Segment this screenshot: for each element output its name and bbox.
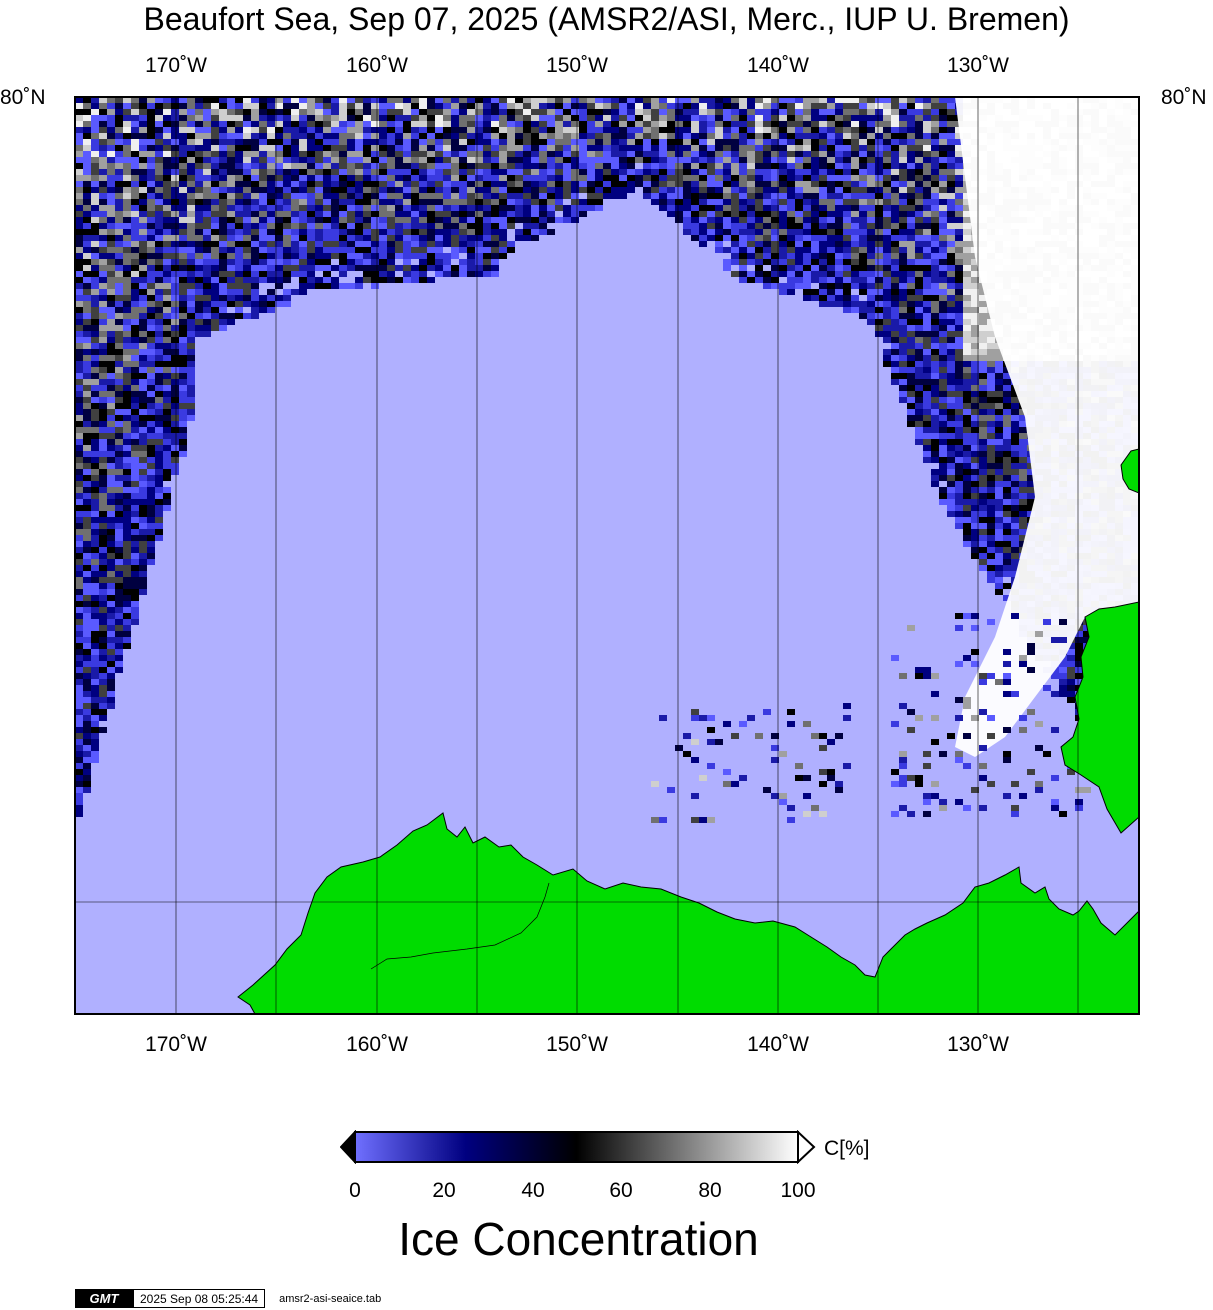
footer-timestamp: 2025 Sep 08 05:25:44 bbox=[133, 1289, 266, 1308]
lat-label-left-80n: 80˚N bbox=[0, 86, 46, 109]
banks-island-land bbox=[1060, 601, 1139, 834]
lon-label-bottom-160w: 160˚W bbox=[346, 1033, 408, 1056]
footer: GMT 2025 Sep 08 05:25:44 amsr2-asi-seaic… bbox=[75, 1288, 381, 1309]
colorbar-tick-100: 100 bbox=[780, 1179, 816, 1202]
lon-label-top-170w: 170˚W bbox=[145, 54, 207, 77]
sea-ice-map bbox=[75, 97, 1139, 1014]
colorbar-tick-80: 80 bbox=[698, 1179, 722, 1202]
lon-label-top-150w: 150˚W bbox=[546, 54, 608, 77]
lon-label-top-130w: 130˚W bbox=[947, 54, 1009, 77]
lon-label-bottom-130w: 130˚W bbox=[947, 1033, 1009, 1056]
graticule bbox=[75, 97, 1139, 1014]
lon-label-bottom-150w: 150˚W bbox=[546, 1033, 608, 1056]
lat-label-right-80n: 80˚N bbox=[1161, 86, 1207, 109]
colorbar-tick-60: 60 bbox=[609, 1179, 633, 1202]
land-layer bbox=[237, 448, 1139, 1014]
gmt-logo: GMT bbox=[75, 1289, 133, 1308]
lon-label-top-140w: 140˚W bbox=[747, 54, 809, 77]
colorbar-unit: C[%] bbox=[824, 1137, 870, 1160]
colorbar-gradient bbox=[354, 1131, 799, 1163]
north-island-land bbox=[1120, 448, 1139, 494]
border-line bbox=[370, 882, 550, 970]
footer-filename: amsr2-asi-seaice.tab bbox=[279, 1292, 382, 1305]
lon-label-top-160w: 160˚W bbox=[346, 54, 408, 77]
colorbar-high-triangle bbox=[797, 1130, 816, 1164]
map-title: Beaufort Sea, Sep 07, 2025 (AMSR2/ASI, M… bbox=[143, 1, 1070, 37]
colorbar-tick-0: 0 bbox=[349, 1179, 361, 1202]
alaska-land bbox=[237, 812, 1139, 1014]
lon-label-bottom-140w: 140˚W bbox=[747, 1033, 809, 1056]
colorbar-tick-20: 20 bbox=[432, 1179, 456, 1202]
ice-concentration-field bbox=[75, 97, 1139, 823]
colorbar-low-triangle bbox=[340, 1130, 356, 1164]
colorbar bbox=[340, 1130, 816, 1164]
lon-label-bottom-170w: 170˚W bbox=[145, 1033, 207, 1056]
colorbar-title: Ice Concentration bbox=[398, 1213, 759, 1265]
colorbar-tick-40: 40 bbox=[521, 1179, 545, 1202]
